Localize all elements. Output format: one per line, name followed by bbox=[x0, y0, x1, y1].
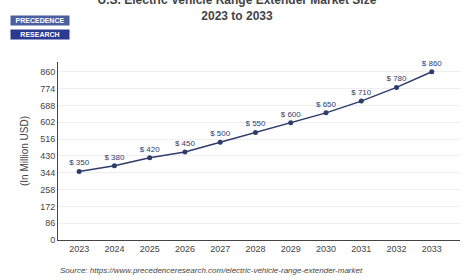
svg-text:344: 344 bbox=[40, 168, 55, 178]
svg-text:(In Million USD): (In Million USD) bbox=[19, 116, 30, 186]
svg-text:U.S. Electric Vehicle Range Ex: U.S. Electric Vehicle Range Extender Mar… bbox=[98, 0, 377, 23]
svg-text:172: 172 bbox=[40, 202, 55, 212]
svg-text:774: 774 bbox=[40, 84, 55, 94]
svg-text:0: 0 bbox=[50, 235, 55, 245]
svg-text:$ 600: $ 600 bbox=[281, 110, 302, 119]
svg-text:PRECEDENCE: PRECEDENCE bbox=[16, 17, 65, 24]
svg-text:RESEARCH: RESEARCH bbox=[20, 31, 59, 38]
svg-text:2028: 2028 bbox=[245, 244, 265, 254]
svg-text:2023: 2023 bbox=[69, 244, 89, 254]
svg-text:2025: 2025 bbox=[140, 244, 160, 254]
svg-text:430: 430 bbox=[40, 151, 55, 161]
svg-text:$ 420: $ 420 bbox=[140, 145, 161, 154]
svg-text:$ 350: $ 350 bbox=[69, 158, 90, 167]
svg-text:2029: 2029 bbox=[281, 244, 301, 254]
svg-text:$ 780: $ 780 bbox=[387, 74, 408, 83]
svg-text:$ 500: $ 500 bbox=[210, 129, 231, 138]
svg-text:2026: 2026 bbox=[175, 244, 195, 254]
svg-text:258: 258 bbox=[40, 185, 55, 195]
svg-text:Source: https://www.precedence: Source: https://www.precedenceresearch.c… bbox=[60, 266, 363, 275]
svg-text:$ 550: $ 550 bbox=[245, 119, 266, 128]
svg-text:$ 710: $ 710 bbox=[351, 88, 372, 97]
svg-text:$ 380: $ 380 bbox=[104, 153, 125, 162]
svg-text:2030: 2030 bbox=[316, 244, 336, 254]
svg-text:2031: 2031 bbox=[351, 244, 371, 254]
svg-text:2032: 2032 bbox=[387, 244, 407, 254]
svg-text:688: 688 bbox=[40, 101, 55, 111]
svg-text:86: 86 bbox=[45, 218, 55, 228]
svg-text:$ 860: $ 860 bbox=[422, 59, 443, 68]
svg-text:516: 516 bbox=[40, 134, 55, 144]
svg-text:$ 650: $ 650 bbox=[316, 100, 337, 109]
svg-text:2027: 2027 bbox=[210, 244, 230, 254]
svg-text:2033: 2033 bbox=[422, 244, 442, 254]
svg-text:602: 602 bbox=[40, 117, 55, 127]
svg-text:2024: 2024 bbox=[104, 244, 124, 254]
svg-text:$ 450: $ 450 bbox=[175, 139, 196, 148]
svg-text:860: 860 bbox=[40, 67, 55, 77]
